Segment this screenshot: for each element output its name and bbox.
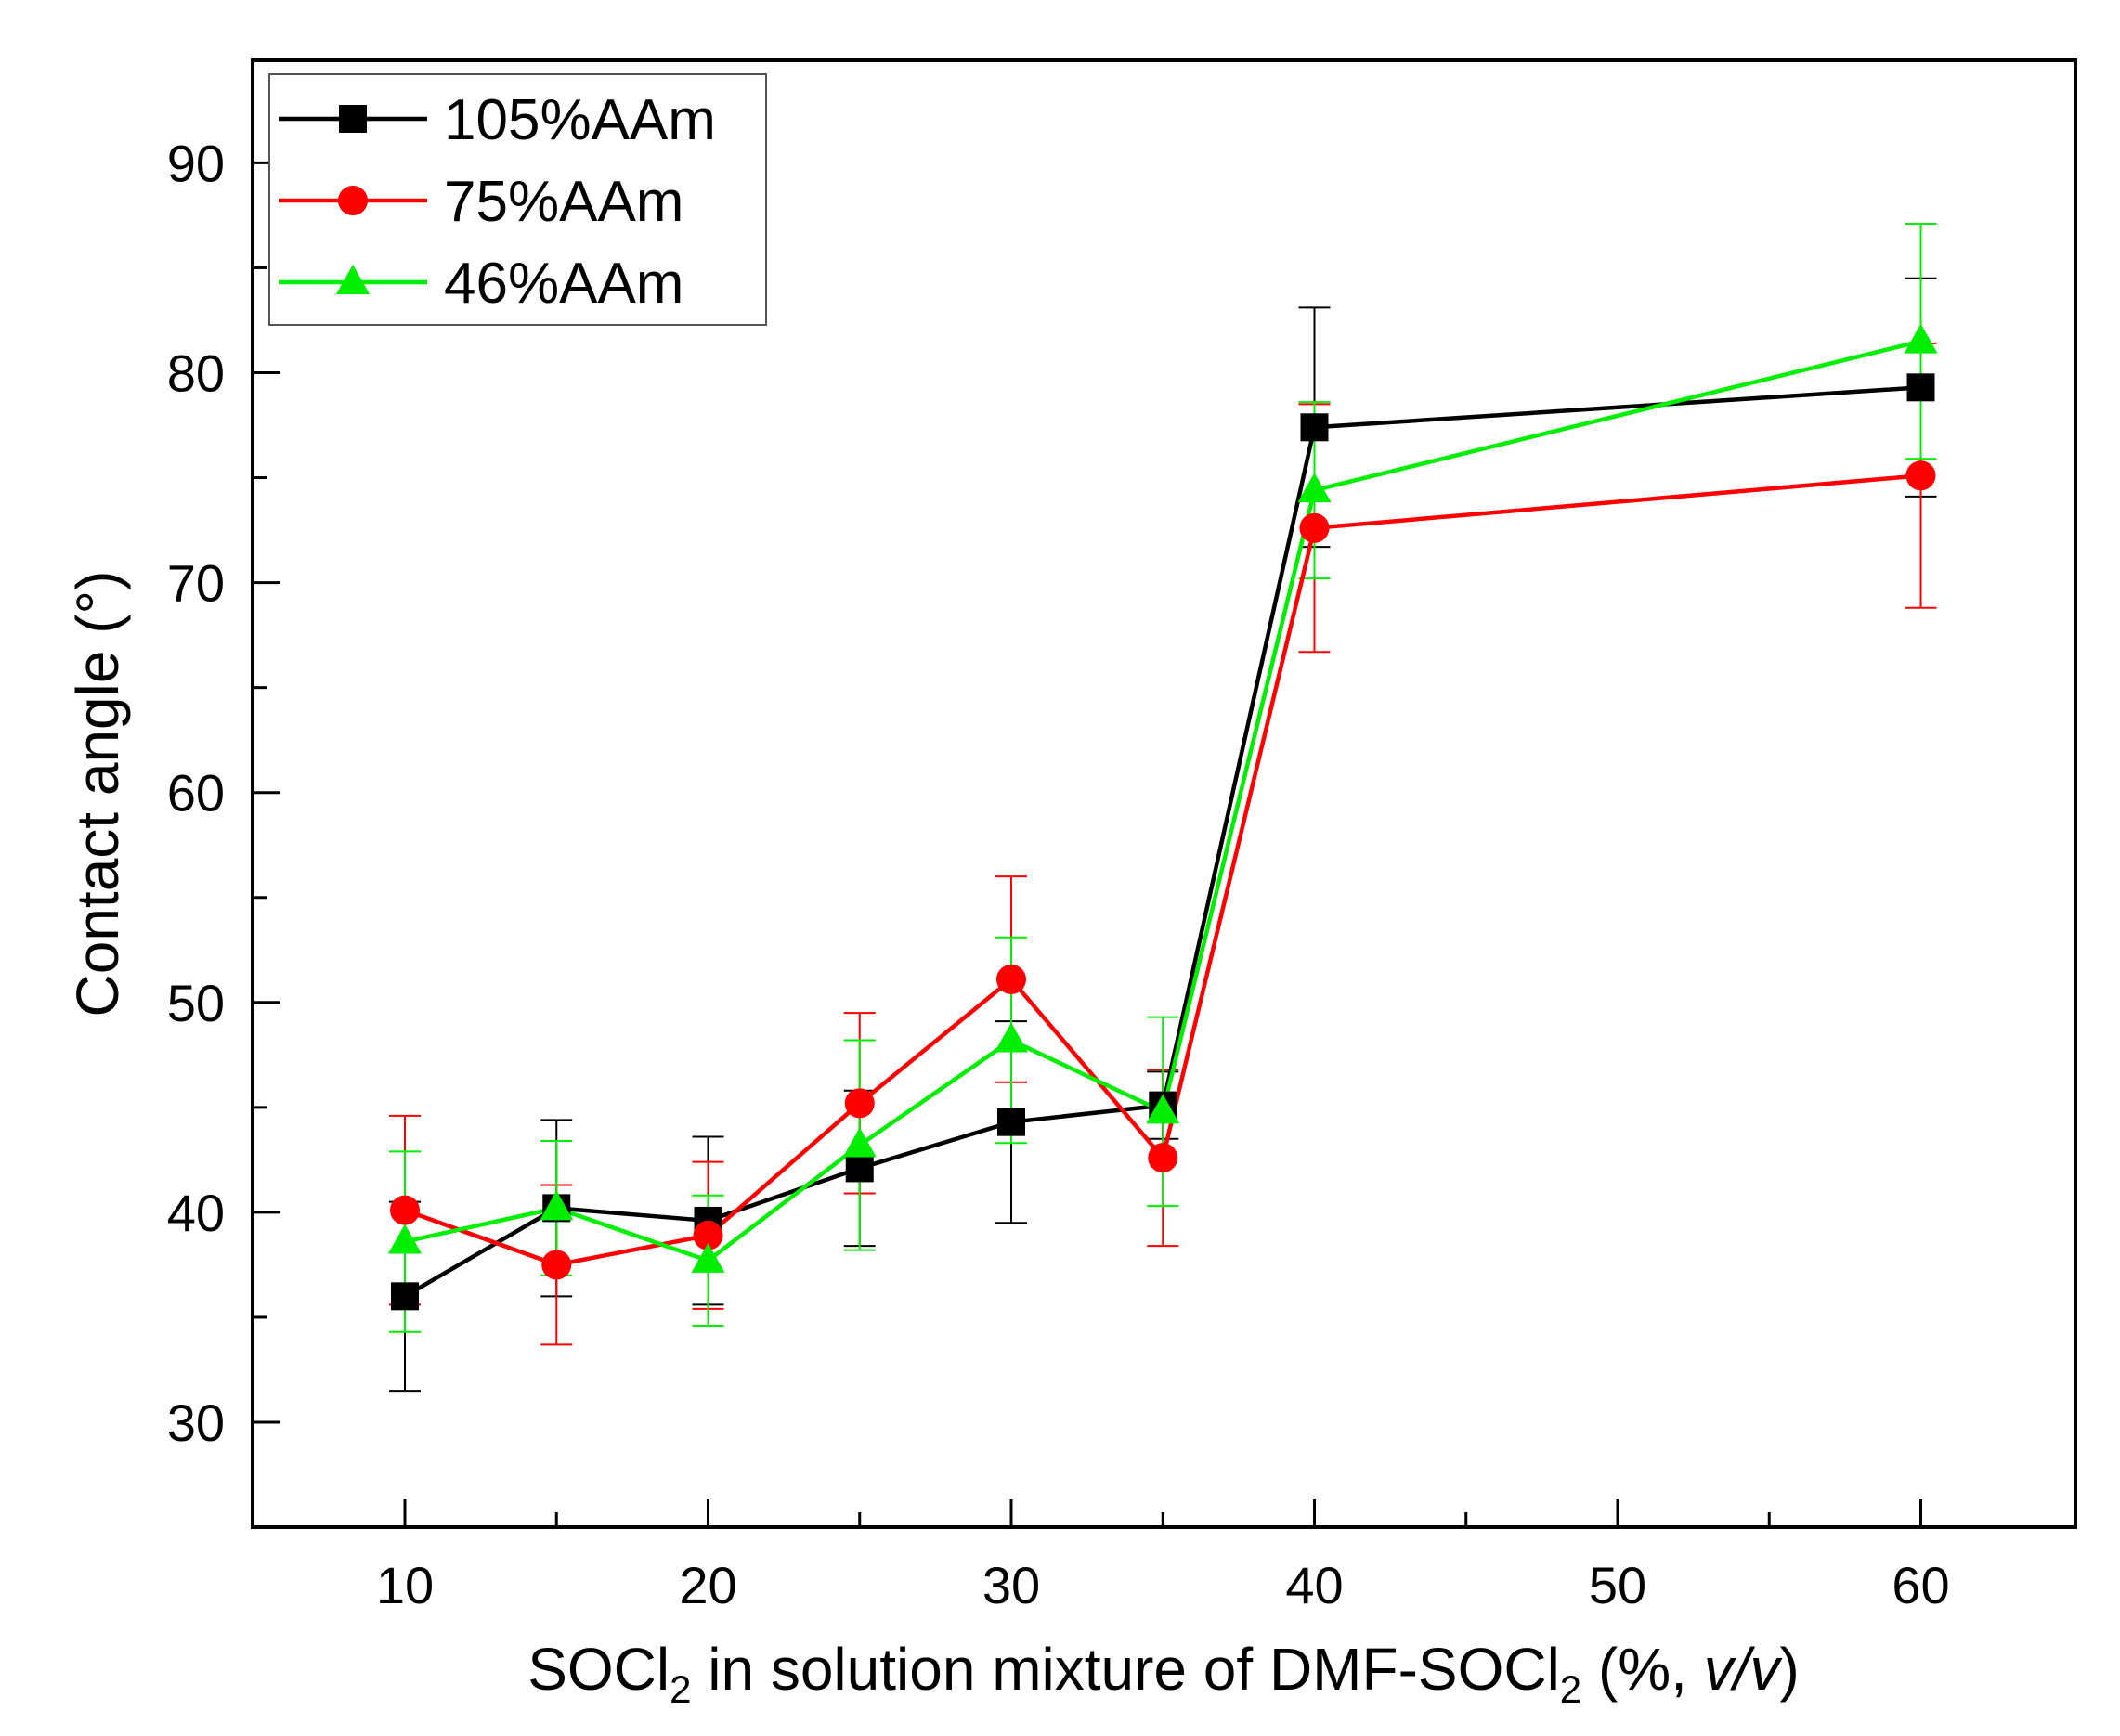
y-tick-label: 80 — [167, 344, 225, 403]
legend-75-aam-marker — [338, 186, 368, 215]
axis-ticks: 10 20 30 40 50 60 30 40 50 60 70 80 90 — [167, 134, 1950, 1614]
series-105-aam-point — [997, 1108, 1025, 1136]
series-markers — [388, 323, 1938, 1311]
series-lines — [403, 339, 1922, 1299]
x-axis-title-part: (%, — [1581, 1636, 1704, 1703]
series-46-aam-point — [842, 1127, 877, 1158]
error-bars — [389, 222, 1937, 1393]
y-tick-label: 60 — [167, 764, 225, 823]
x-tick-label: 40 — [1285, 1556, 1343, 1614]
series-46-aam-point — [1297, 473, 1332, 503]
legend-105-aam-marker — [339, 105, 367, 133]
x-axis-title-italic: v/v — [1704, 1636, 1784, 1703]
y-tick-label: 30 — [167, 1393, 225, 1452]
x-tick-label: 30 — [982, 1556, 1040, 1614]
series-75-aam-point — [390, 1195, 420, 1225]
series-105-aam-point — [1906, 373, 1935, 402]
x-axis-title-part: SOCl — [527, 1636, 670, 1703]
x-axis-title-subscript: 2 — [1560, 1667, 1581, 1711]
legend-46-aam-marker — [336, 265, 370, 294]
series-46-aam-point — [388, 1224, 422, 1254]
x-tick-label: 20 — [679, 1556, 736, 1614]
series-75-aam-point — [844, 1088, 875, 1119]
y-tick-label: 40 — [167, 1184, 225, 1242]
series-75-aam-point — [1148, 1143, 1178, 1173]
x-axis-title-subscript: 2 — [670, 1667, 691, 1711]
x-axis-title-part: ) — [1780, 1636, 1800, 1703]
series-46-aam-point — [691, 1242, 725, 1273]
series-46-aam-line — [404, 339, 1922, 1263]
x-tick-label: 60 — [1892, 1556, 1949, 1614]
series-75-aam-point — [1299, 512, 1330, 543]
series-105-aam-point — [845, 1154, 874, 1183]
y-axis-title: Contact angle (°) — [64, 571, 131, 1017]
x-axis-title: SOCl2 in solution mixture of DMF-SOCl2 (… — [527, 1636, 1800, 1711]
legend-46-aam-label: 46%AAm — [444, 252, 683, 316]
series-75-aam-line — [404, 473, 1921, 1267]
series-75-aam-point — [693, 1220, 723, 1250]
series-46-aam-point — [1146, 1094, 1180, 1124]
series-46-aam-point — [540, 1190, 574, 1221]
series-105-aam-line — [403, 385, 1921, 1299]
legend-105-aam-label: 105%AAm — [444, 88, 716, 152]
series-75-aam-point — [996, 964, 1026, 994]
x-tick-label: 50 — [1589, 1556, 1646, 1614]
series-46-aam-point — [1904, 323, 1938, 354]
legend: 105%AAm 75%AAm 46%AAm — [268, 73, 767, 326]
x-axis-title-part: in solution mixture of DMF-SOCl — [691, 1636, 1559, 1703]
series-46-aam-point — [995, 1022, 1028, 1053]
y-tick-label: 90 — [167, 134, 225, 192]
series-75-aam-point — [541, 1250, 572, 1280]
y-tick-label: 50 — [167, 974, 225, 1032]
legend-75-aam-label: 75%AAm — [444, 170, 683, 234]
series-105-aam-point — [391, 1282, 419, 1311]
x-tick-label: 10 — [376, 1556, 434, 1614]
y-tick-label: 70 — [167, 554, 225, 613]
series-105-aam-point — [1300, 413, 1329, 442]
series-75-aam-point — [1905, 460, 1936, 491]
